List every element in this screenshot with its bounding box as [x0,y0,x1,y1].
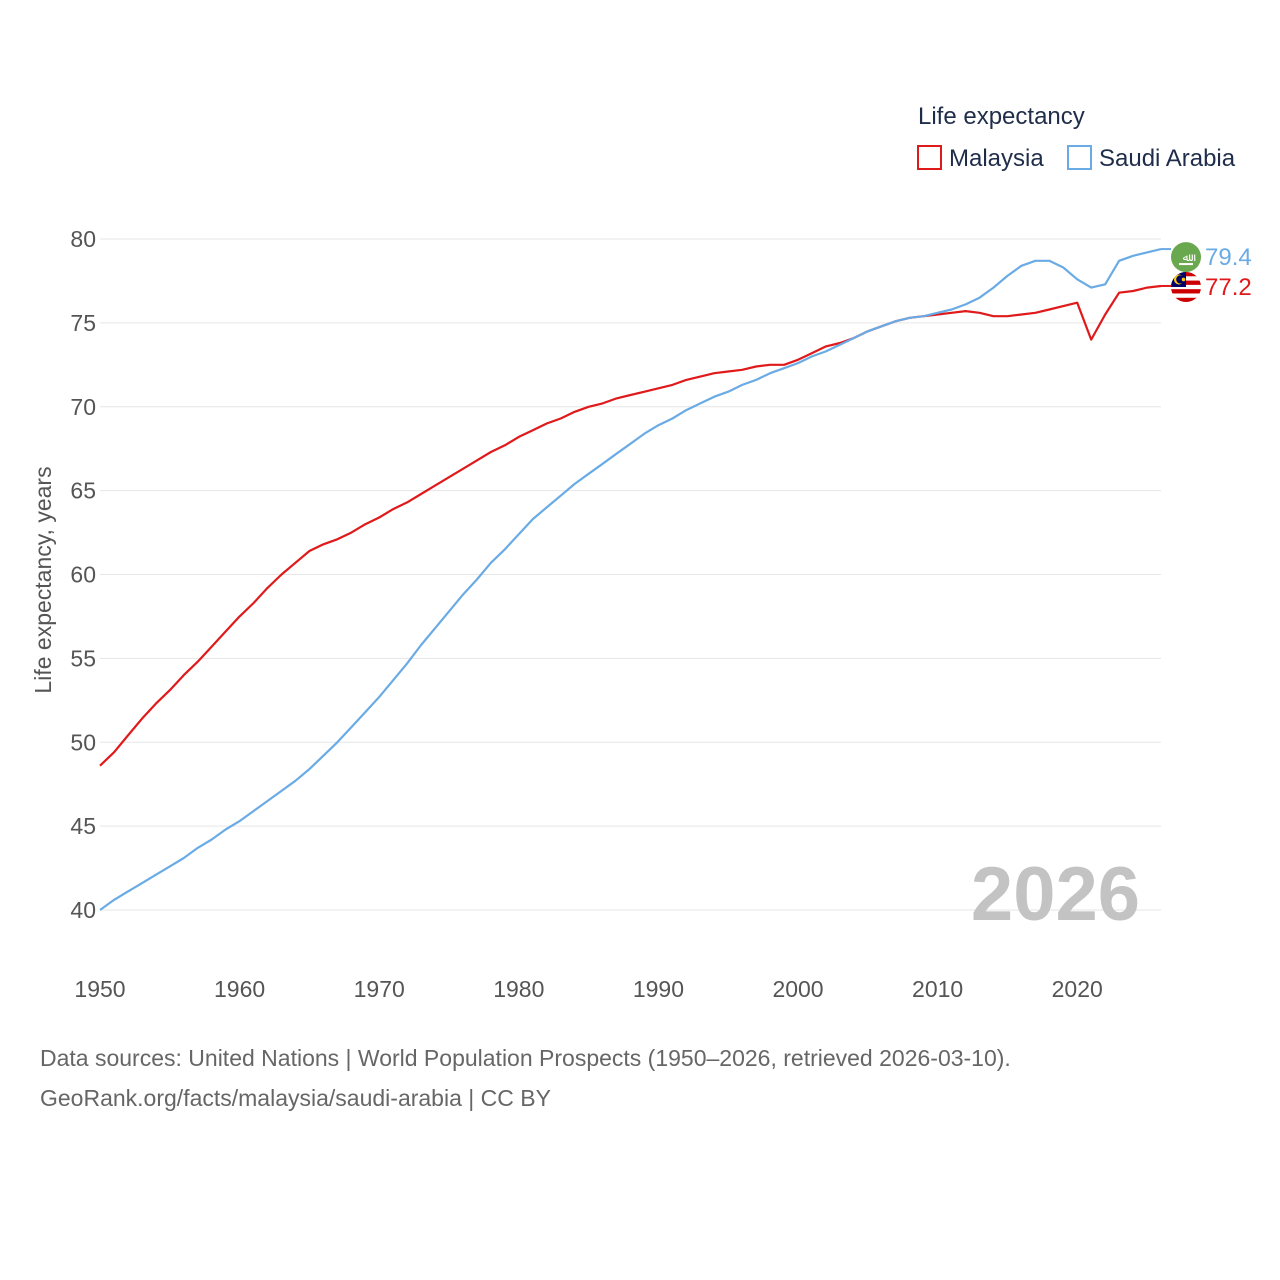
legend-swatch-saudi-arabia [1067,145,1092,170]
x-tick-label: 2010 [912,976,963,1002]
end-label-malaysia: 77.2 [1205,274,1252,301]
legend-label-saudi-arabia: Saudi Arabia [1099,145,1236,172]
y-tick-label: 65 [70,478,96,504]
end-marker-saudi-arabia: ﷲ 79.4 [1171,242,1252,273]
life-expectancy-chart: Life expectancy Malaysia Saudi Arabia 40… [30,103,1252,1002]
x-tick-label: 1990 [633,976,684,1002]
series-lines [99,248,1171,911]
malaysia-flag-icon [1171,271,1201,302]
y-axis-ticks: 40 45 50 55 60 65 70 75 80 [70,226,96,923]
y-tick-label: 40 [70,897,96,923]
series-line-malaysia [99,284,1162,767]
x-tick-label: 1980 [493,976,544,1002]
x-tick-label: 1970 [354,976,405,1002]
y-tick-label: 50 [70,729,96,755]
y-tick-label: 45 [70,813,96,839]
year-watermark: 2026 [971,852,1140,937]
y-axis-label: Life expectancy, years [30,466,56,693]
y-tick-label: 55 [70,645,96,671]
x-tick-label: 2020 [1052,976,1103,1002]
end-label-saudi-arabia: 79.4 [1205,244,1252,271]
x-tick-label: 1950 [74,976,125,1002]
legend: Life expectancy Malaysia Saudi Arabia [917,103,1236,172]
y-tick-label: 75 [70,310,96,336]
y-tick-label: 70 [70,394,96,420]
x-tick-label: 1960 [214,976,265,1002]
legend-title: Life expectancy [918,103,1085,130]
y-tick-label: 80 [70,226,96,252]
legend-item-malaysia[interactable]: Malaysia [917,145,1044,172]
gridlines [100,238,1161,911]
series-line-saudi-arabia [99,248,1162,911]
saudi-arabia-flag-icon: ﷲ [1171,242,1201,273]
attribution-link[interactable]: GeoRank.org/facts/malaysia/saudi-arabia … [40,1085,551,1111]
y-tick-label: 60 [70,562,96,588]
legend-item-saudi-arabia[interactable]: Saudi Arabia [1067,145,1236,172]
x-tick-label: 2000 [772,976,823,1002]
legend-swatch-malaysia [917,145,942,170]
end-marker-malaysia: 77.2 [1171,271,1252,302]
data-source-note: Data sources: United Nations | World Pop… [40,1045,1011,1071]
x-axis-ticks: 1950 1960 1970 1980 1990 2000 2010 2020 [74,976,1102,1002]
legend-label-malaysia: Malaysia [949,145,1044,172]
